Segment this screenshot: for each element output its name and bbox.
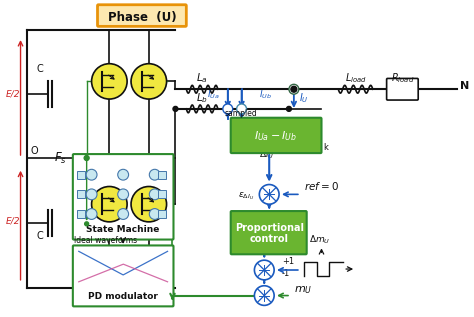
Circle shape	[255, 260, 274, 280]
Circle shape	[86, 169, 97, 180]
Bar	[158, 210, 165, 218]
Text: E/2: E/2	[5, 89, 20, 98]
Text: $L_{load}$: $L_{load}$	[345, 71, 367, 85]
Text: $L_b$: $L_b$	[196, 91, 208, 105]
Text: $I_{Ua}-I_{Ub}$: $I_{Ua}-I_{Ub}$	[255, 129, 298, 143]
FancyBboxPatch shape	[73, 245, 173, 306]
FancyBboxPatch shape	[98, 5, 186, 26]
Circle shape	[149, 169, 160, 180]
Text: $I_U$: $I_U$	[299, 91, 309, 105]
Circle shape	[223, 104, 233, 114]
Text: State Machine: State Machine	[86, 225, 160, 234]
Bar	[77, 210, 85, 218]
Text: k: k	[323, 143, 328, 152]
Text: $I_{Ub}$: $I_{Ub}$	[259, 88, 273, 100]
Circle shape	[173, 107, 178, 111]
Bar	[158, 191, 165, 198]
Text: PD modulator: PD modulator	[88, 293, 158, 301]
Circle shape	[118, 189, 128, 200]
Text: $ref = 0$: $ref = 0$	[304, 180, 338, 192]
Circle shape	[91, 186, 127, 222]
Circle shape	[259, 184, 279, 204]
Text: -1: -1	[282, 269, 290, 278]
Text: C: C	[37, 63, 44, 74]
Circle shape	[86, 189, 97, 200]
Bar	[158, 171, 165, 179]
Text: $R_{load}$: $R_{load}$	[391, 71, 414, 85]
Text: E/2: E/2	[5, 217, 20, 226]
Circle shape	[131, 186, 166, 222]
Text: $\varepsilon_{\Delta I_U}$: $\varepsilon_{\Delta I_U}$	[238, 190, 255, 202]
Circle shape	[255, 286, 274, 305]
Text: $L_a$: $L_a$	[196, 71, 208, 85]
FancyBboxPatch shape	[231, 118, 321, 153]
Circle shape	[237, 104, 246, 114]
Text: sampled: sampled	[225, 109, 257, 118]
Circle shape	[91, 64, 127, 99]
Text: C: C	[37, 230, 44, 241]
Circle shape	[149, 189, 160, 200]
Circle shape	[118, 169, 128, 180]
Text: Ideal waveforms: Ideal waveforms	[74, 236, 137, 244]
Text: $I_{Ua}$: $I_{Ua}$	[207, 88, 220, 100]
Text: N: N	[460, 81, 469, 91]
Text: $m_U$: $m_U$	[294, 285, 312, 296]
Circle shape	[84, 156, 89, 160]
Circle shape	[86, 209, 97, 219]
Circle shape	[289, 84, 299, 94]
Text: Proportional
control: Proportional control	[235, 223, 304, 244]
FancyBboxPatch shape	[387, 78, 418, 100]
Circle shape	[85, 222, 89, 226]
Text: +1: +1	[282, 257, 294, 266]
Circle shape	[149, 209, 160, 219]
Bar	[77, 171, 85, 179]
Text: Phase  (U): Phase (U)	[108, 11, 176, 24]
Circle shape	[118, 209, 128, 219]
Text: $F_s$: $F_s$	[54, 151, 67, 166]
Circle shape	[286, 107, 292, 111]
Bar	[77, 191, 85, 198]
Text: O: O	[30, 146, 38, 156]
Text: $\Delta m_U$: $\Delta m_U$	[309, 234, 330, 246]
Circle shape	[291, 86, 297, 92]
FancyBboxPatch shape	[231, 211, 307, 254]
Text: $\Delta I_U$: $\Delta I_U$	[258, 148, 274, 160]
Circle shape	[131, 64, 166, 99]
FancyBboxPatch shape	[73, 154, 173, 240]
